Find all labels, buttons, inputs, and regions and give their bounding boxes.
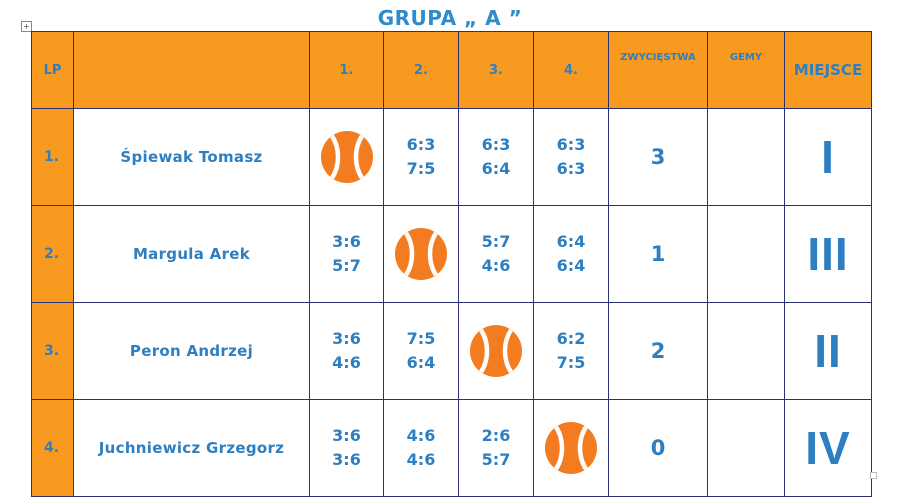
header-wins: ZWYCIĘSTWA [608, 31, 708, 109]
set-2-score: 3:6 [332, 450, 361, 469]
wins-count: 3 [608, 108, 708, 206]
set-1-score: 6:2 [556, 329, 586, 348]
match-score-cell-2: 4:6 4:6 [383, 399, 459, 497]
set-1-score: 5:7 [481, 232, 511, 251]
self-match-cell [458, 302, 534, 400]
tennis-ball-icon [534, 421, 608, 475]
set-2-score: 4:6 [481, 256, 511, 275]
set-1-score: 6:4 [556, 232, 586, 251]
header-row: LP 1. 2. 3. 4. ZWYCIĘSTWA GEMY MIEJSCE [31, 31, 872, 109]
match-score-cell-4: 6:3 6:3 [533, 108, 609, 206]
tennis-ball-icon [384, 227, 458, 281]
games-cell [707, 205, 785, 303]
place-roman-numeral: IV [784, 399, 872, 497]
set-2-score: 7:5 [406, 159, 436, 178]
set-2-score: 6:3 [556, 159, 586, 178]
set-2-score: 4:6 [406, 450, 436, 469]
player-name: Peron Andrzej [73, 302, 310, 400]
place-roman-numeral: III [784, 205, 872, 303]
wins-count: 1 [608, 205, 708, 303]
header-opponent-1: 1. [309, 31, 384, 109]
header-opponent-4: 4. [533, 31, 609, 109]
table-row: 1. Śpiewak Tomasz 6:3 7:5 6:3 6:4 6:3 6:3 3 I [31, 108, 872, 206]
self-match-cell [533, 399, 609, 497]
games-cell [707, 108, 785, 206]
match-score-cell-2: 7:5 6:4 [383, 302, 459, 400]
place-roman-numeral: II [784, 302, 872, 400]
set-2-score: 5:7 [481, 450, 511, 469]
wins-count: 0 [608, 399, 708, 497]
games-cell [707, 302, 785, 400]
tennis-ball-icon [310, 130, 383, 184]
games-cell [707, 399, 785, 497]
player-name: Śpiewak Tomasz [73, 108, 310, 206]
set-2-score: 6:4 [556, 256, 586, 275]
match-score-cell-1: 3:6 3:6 [309, 399, 384, 497]
header-lp: LP [31, 31, 74, 109]
match-score-cell-4: 6:2 7:5 [533, 302, 609, 400]
page-title: GRUPA „ A ” [377, 6, 523, 30]
match-score-cell-2: 6:3 7:5 [383, 108, 459, 206]
set-1-score: 4:6 [406, 426, 436, 445]
set-2-score: 6:4 [481, 159, 511, 178]
set-1-score: 6:3 [481, 135, 511, 154]
table-row: 3. Peron Andrzej 3:6 4:6 7:5 6:4 6:2 7:5 2 II [31, 302, 872, 400]
table-row: 2. Margula Arek 3:6 5:7 5:7 4:6 6:4 6:4 1 III [31, 205, 872, 303]
player-name: Juchniewicz Grzegorz [73, 399, 310, 497]
tennis-ball-icon [459, 324, 533, 378]
header-opponent-2: 2. [383, 31, 459, 109]
set-1-score: 6:3 [556, 135, 586, 154]
table-move-handle-icon[interactable]: + [21, 21, 32, 32]
set-1-score: 2:6 [481, 426, 511, 445]
header-place: MIEJSCE [784, 31, 872, 109]
match-score-cell-1: 3:6 5:7 [309, 205, 384, 303]
match-score-cell-4: 6:4 6:4 [533, 205, 609, 303]
table-resize-handle[interactable] [870, 472, 877, 479]
self-match-cell [309, 108, 384, 206]
row-number: 3. [31, 302, 74, 400]
set-2-score: 7:5 [556, 353, 586, 372]
group-table: LP 1. 2. 3. 4. ZWYCIĘSTWA GEMY MIEJSCE 1… [31, 31, 872, 497]
player-name: Margula Arek [73, 205, 310, 303]
set-2-score: 4:6 [332, 353, 361, 372]
header-games: GEMY [707, 31, 785, 109]
set-1-score: 6:3 [406, 135, 436, 154]
match-score-cell-3: 5:7 4:6 [458, 205, 534, 303]
set-2-score: 5:7 [332, 256, 361, 275]
set-1-score: 3:6 [332, 329, 361, 348]
match-score-cell-3: 6:3 6:4 [458, 108, 534, 206]
set-1-score: 7:5 [406, 329, 436, 348]
match-score-cell-3: 2:6 5:7 [458, 399, 534, 497]
wins-count: 2 [608, 302, 708, 400]
set-1-score: 3:6 [332, 232, 361, 251]
row-number: 4. [31, 399, 74, 497]
place-roman-numeral: I [784, 108, 872, 206]
self-match-cell [383, 205, 459, 303]
row-number: 2. [31, 205, 74, 303]
set-1-score: 3:6 [332, 426, 361, 445]
row-number: 1. [31, 108, 74, 206]
header-opponent-3: 3. [458, 31, 534, 109]
table-row: 4. Juchniewicz Grzegorz 3:6 3:6 4:6 4:6 2:6 5:7… [31, 399, 872, 497]
match-score-cell-1: 3:6 4:6 [309, 302, 384, 400]
header-name [73, 31, 310, 109]
set-2-score: 6:4 [406, 353, 436, 372]
